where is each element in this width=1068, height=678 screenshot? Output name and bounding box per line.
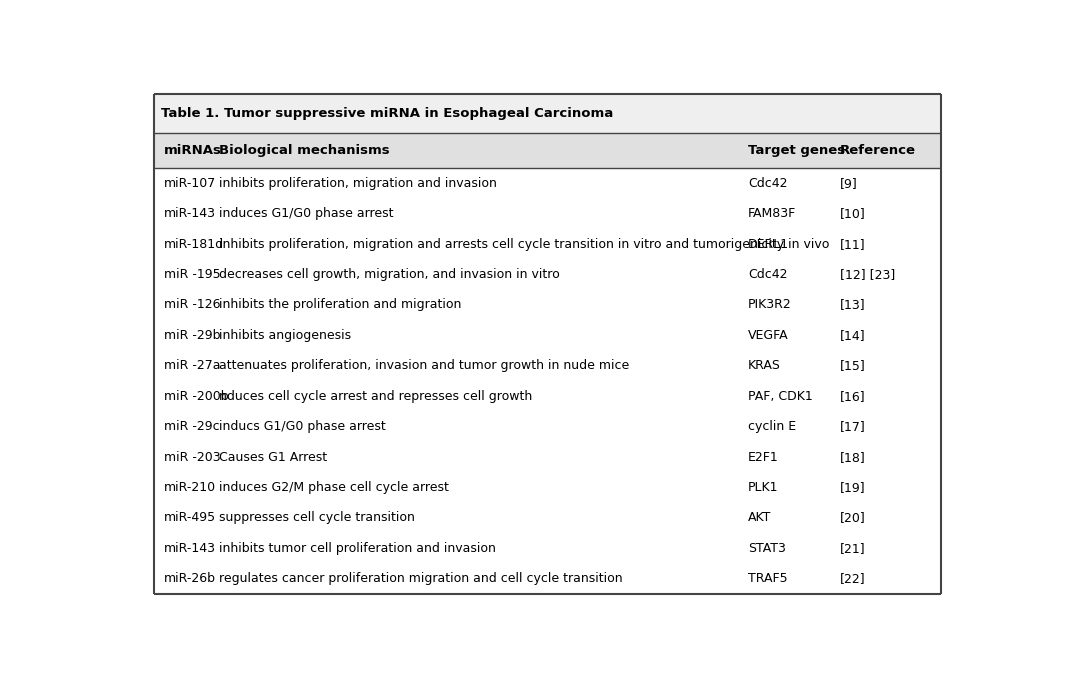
Text: miR -29c: miR -29c xyxy=(163,420,219,433)
Text: [9]: [9] xyxy=(839,177,858,190)
Text: inhibits proliferation, migration and arrests cell cycle transition in vitro and: inhibits proliferation, migration and ar… xyxy=(219,237,829,251)
Text: STAT3: STAT3 xyxy=(748,542,786,555)
Text: E2F1: E2F1 xyxy=(748,451,779,464)
Text: miR-495: miR-495 xyxy=(163,511,216,525)
Text: [12] [23]: [12] [23] xyxy=(839,268,895,281)
Text: KRAS: KRAS xyxy=(748,359,781,372)
Text: miR-143: miR-143 xyxy=(163,207,216,220)
Text: regulates cancer proliferation migration and cell cycle transition: regulates cancer proliferation migration… xyxy=(219,572,623,585)
Text: miRNAs: miRNAs xyxy=(163,144,221,157)
Text: AKT: AKT xyxy=(748,511,771,525)
Text: [20]: [20] xyxy=(839,511,865,525)
Text: miR -29b: miR -29b xyxy=(163,329,220,342)
Text: attenuates proliferation, invasion and tumor growth in nude mice: attenuates proliferation, invasion and t… xyxy=(219,359,629,372)
Text: PLK1: PLK1 xyxy=(748,481,779,494)
Text: Causes G1 Arrest: Causes G1 Arrest xyxy=(219,451,327,464)
Text: miR -195: miR -195 xyxy=(163,268,220,281)
Text: PIK3R2: PIK3R2 xyxy=(748,298,791,311)
Text: miR -200b: miR -200b xyxy=(163,390,229,403)
Text: Biological mechanisms: Biological mechanisms xyxy=(219,144,390,157)
Text: VEGFA: VEGFA xyxy=(748,329,788,342)
Text: miR-181d: miR-181d xyxy=(163,237,224,251)
Text: [19]: [19] xyxy=(839,481,865,494)
Text: miR -27a: miR -27a xyxy=(163,359,220,372)
Text: FAM83F: FAM83F xyxy=(748,207,796,220)
Text: inducs G1/G0 phase arrest: inducs G1/G0 phase arrest xyxy=(219,420,386,433)
Text: miR -126: miR -126 xyxy=(163,298,220,311)
Text: PAF, CDK1: PAF, CDK1 xyxy=(748,390,813,403)
Text: inhibits proliferation, migration and invasion: inhibits proliferation, migration and in… xyxy=(219,177,497,190)
Text: Reference: Reference xyxy=(839,144,916,157)
Text: decreases cell growth, migration, and invasion in vitro: decreases cell growth, migration, and in… xyxy=(219,268,560,281)
Text: [16]: [16] xyxy=(839,390,865,403)
Text: [22]: [22] xyxy=(839,572,865,585)
Text: [13]: [13] xyxy=(839,298,865,311)
Text: [14]: [14] xyxy=(839,329,865,342)
Text: [17]: [17] xyxy=(839,420,865,433)
Text: [21]: [21] xyxy=(839,542,865,555)
Text: nduces cell cycle arrest and represses cell growth: nduces cell cycle arrest and represses c… xyxy=(219,390,532,403)
Text: induces G1/G0 phase arrest: induces G1/G0 phase arrest xyxy=(219,207,393,220)
Text: induces G2/M phase cell cycle arrest: induces G2/M phase cell cycle arrest xyxy=(219,481,449,494)
Text: Table 1. Tumor suppressive miRNA in Esophageal Carcinoma: Table 1. Tumor suppressive miRNA in Esop… xyxy=(161,107,613,120)
Text: suppresses cell cycle transition: suppresses cell cycle transition xyxy=(219,511,414,525)
Text: Cdc42: Cdc42 xyxy=(748,177,787,190)
Text: [18]: [18] xyxy=(839,451,865,464)
Text: [11]: [11] xyxy=(839,237,865,251)
Text: DERL1: DERL1 xyxy=(748,237,789,251)
Text: miR-210: miR-210 xyxy=(163,481,216,494)
Text: inhibits tumor cell proliferation and invasion: inhibits tumor cell proliferation and in… xyxy=(219,542,496,555)
Text: inhibits the proliferation and migration: inhibits the proliferation and migration xyxy=(219,298,461,311)
Text: miR-107: miR-107 xyxy=(163,177,216,190)
Text: inhibits angiogenesis: inhibits angiogenesis xyxy=(219,329,350,342)
Text: miR-26b: miR-26b xyxy=(163,572,216,585)
Text: Target genes: Target genes xyxy=(748,144,845,157)
Text: [10]: [10] xyxy=(839,207,865,220)
Text: [15]: [15] xyxy=(839,359,865,372)
Text: Cdc42: Cdc42 xyxy=(748,268,787,281)
Text: miR -203: miR -203 xyxy=(163,451,220,464)
Text: miR-143: miR-143 xyxy=(163,542,216,555)
Text: cyclin E: cyclin E xyxy=(748,420,796,433)
Text: TRAF5: TRAF5 xyxy=(748,572,787,585)
